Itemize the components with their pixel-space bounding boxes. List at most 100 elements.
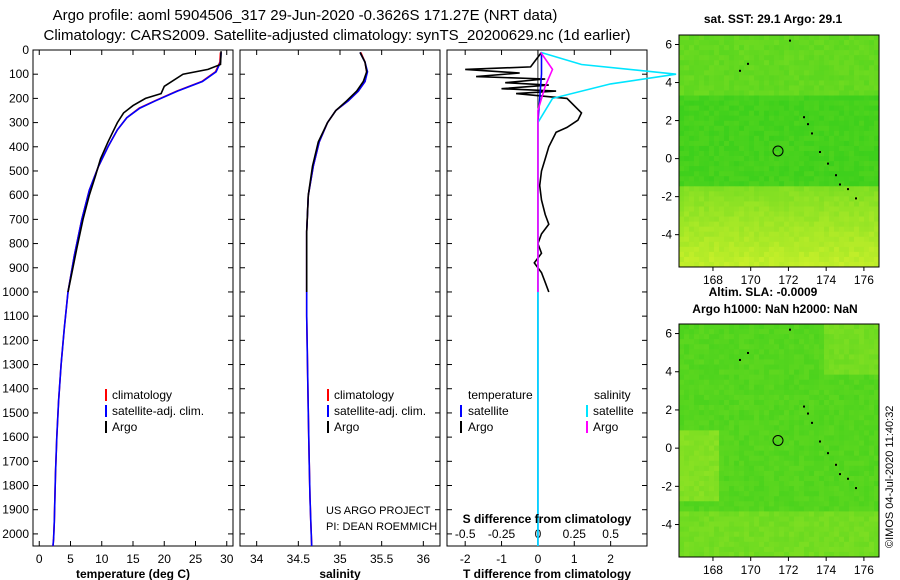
map-cell: [874, 491, 880, 497]
map-cell: [824, 511, 830, 517]
map-cell: [769, 420, 775, 426]
map-cell: [789, 191, 795, 197]
map-cell: [679, 445, 685, 452]
map-cell: [754, 110, 760, 117]
map-cell: [829, 171, 835, 177]
map-cell: [714, 70, 720, 76]
map-cell: [784, 50, 790, 56]
map-cell: [809, 475, 815, 482]
map-cell: [774, 415, 780, 421]
map-cell: [774, 374, 780, 381]
map-cell: [774, 135, 780, 142]
map-cell: [709, 241, 715, 248]
map-cell: [864, 75, 870, 81]
map-cell: [829, 80, 835, 86]
map-cell: [744, 45, 750, 51]
map-cell: [794, 455, 800, 462]
map-cell: [864, 486, 870, 492]
map-cell: [839, 70, 845, 76]
map-cell: [849, 435, 855, 441]
map-cell: [794, 221, 800, 228]
map-cell: [714, 95, 720, 101]
map-cell: [704, 420, 710, 426]
map-cell: [799, 354, 805, 360]
map-cell: [829, 115, 835, 122]
map-cell: [749, 100, 755, 107]
map-cell: [819, 135, 825, 142]
map-cell: [774, 405, 780, 411]
map-cell: [779, 181, 785, 187]
map-cell: [779, 445, 785, 452]
map-cell: [759, 201, 765, 207]
map-cell: [699, 40, 705, 46]
map-cell: [874, 90, 880, 96]
map-cell: [854, 85, 860, 91]
map-cell: [779, 241, 785, 248]
map-cell: [824, 435, 830, 441]
map-cell: [859, 516, 865, 522]
map-cell: [784, 349, 790, 355]
map-cell: [739, 211, 745, 217]
map-cell: [779, 379, 785, 386]
s-tick-label: 0.25: [563, 527, 587, 541]
depth-tick-label: 100: [9, 67, 29, 81]
map-cell: [729, 399, 735, 406]
map-cell: [744, 339, 750, 345]
map-cell: [814, 140, 820, 147]
map-cell: [774, 231, 780, 238]
map-cell: [719, 405, 725, 411]
map-cell: [809, 85, 815, 91]
map-cell: [769, 35, 775, 41]
map-cell: [779, 70, 785, 76]
map-cell: [724, 176, 730, 182]
map-cell: [759, 531, 765, 538]
map-cell: [729, 60, 735, 66]
map-cell: [754, 460, 760, 467]
map-cell: [724, 420, 730, 426]
map-cell: [744, 151, 750, 157]
map-cell: [769, 55, 775, 61]
map-cell: [679, 364, 685, 370]
map-cell: [839, 374, 845, 381]
map-cell: [719, 541, 725, 548]
map-x-tick-label: 168: [703, 563, 723, 577]
map-cell: [759, 420, 765, 426]
map-cell: [779, 206, 785, 212]
depth-tick-label: 800: [9, 237, 29, 251]
map-cell: [729, 135, 735, 142]
map-cell: [869, 130, 875, 137]
map2-title-a: Altim. SLA: -0.0009: [709, 285, 818, 299]
map-cell: [704, 516, 710, 522]
map-cell: [729, 501, 735, 507]
map-cell: [849, 369, 855, 376]
map-cell: [734, 369, 740, 376]
map-cell: [809, 231, 815, 238]
map-cell: [844, 339, 850, 345]
map-cell: [849, 65, 855, 71]
map-cell: [819, 246, 825, 253]
map-cell: [699, 364, 705, 370]
map-cell: [749, 415, 755, 421]
map-cell: [859, 359, 865, 365]
map-cell: [789, 339, 795, 345]
map-cell: [794, 465, 800, 472]
map-cell: [809, 226, 815, 233]
map-cell: [714, 166, 720, 172]
map-cell: [709, 511, 715, 517]
map-cell: [869, 85, 875, 91]
map-cell: [739, 369, 745, 376]
map-cell: [709, 435, 715, 441]
map-cell: [794, 246, 800, 253]
map-cell: [814, 35, 820, 41]
map-cell: [764, 100, 770, 107]
map-cell: [734, 181, 740, 187]
map-cell: [814, 80, 820, 86]
map-cell: [824, 430, 830, 436]
map-cell: [719, 339, 725, 345]
map-cell: [834, 201, 840, 207]
map-cell: [729, 100, 735, 107]
map-y-tick-label: -2: [661, 190, 672, 204]
map-cell: [684, 334, 690, 340]
map-cell: [874, 465, 880, 472]
map-cell: [679, 166, 685, 172]
